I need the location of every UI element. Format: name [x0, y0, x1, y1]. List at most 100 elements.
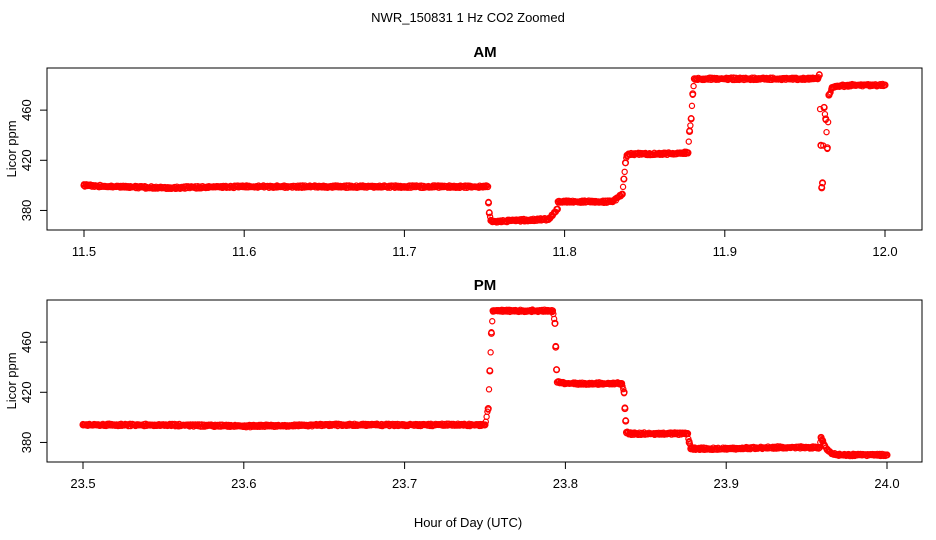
pm-data-point — [835, 451, 843, 459]
pm-data-point — [561, 379, 569, 388]
am-data-point — [400, 183, 408, 191]
pm-data-point — [240, 422, 248, 430]
am-data-point — [823, 128, 830, 136]
am-data-point — [621, 168, 628, 176]
pm-data-point — [722, 445, 730, 453]
pm-data-point — [823, 446, 832, 454]
am-data-point — [112, 183, 120, 191]
am-axes: 11.5 11.6 11.7 11.8 11.9 12.0 380 420 460 — [19, 99, 898, 259]
pm-data-point — [658, 430, 666, 438]
pm-panel: PM Licor ppm 23.5 23.6 23.7 23.8 23.9 24.0 380… — [4, 277, 923, 491]
pm-data-point — [684, 430, 692, 438]
am-data-point — [689, 90, 697, 98]
pm-data-point — [548, 307, 557, 315]
am-data-point — [484, 183, 492, 191]
am-data-point — [815, 71, 823, 79]
am-x-tick-label: 11.8 — [552, 244, 576, 259]
am-data-point — [690, 75, 698, 83]
am-panel: AM Licor ppm 11.5 11.6 11.7 11.8 11.9 12.0 380… — [4, 44, 923, 259]
figure-title: NWR_150831 1 Hz CO2 Zoomed — [371, 10, 565, 25]
pm-x-tick-label: 23.5 — [70, 476, 95, 491]
pm-data-point — [487, 349, 494, 356]
pm-data-point — [401, 421, 409, 429]
am-data-point — [512, 216, 521, 225]
am-data-point — [657, 150, 665, 158]
am-data-point — [849, 81, 857, 89]
am-data-point — [686, 127, 694, 135]
pm-data-point — [552, 343, 560, 351]
am-data-point — [561, 198, 569, 206]
pm-x-tick-label: 24.0 — [874, 476, 899, 491]
am-y-tick-label: 460 — [19, 99, 34, 121]
pm-data-point — [622, 428, 631, 436]
am-data-point — [240, 183, 248, 191]
am-data-point — [620, 175, 628, 183]
am-data-point — [881, 81, 889, 89]
pm-data-point — [626, 430, 634, 438]
pm-data-point — [622, 417, 630, 425]
pm-data-point — [553, 378, 561, 386]
pm-data-point — [483, 413, 490, 420]
pm-data-point — [819, 437, 827, 445]
pm-y-tick-label: 380 — [19, 432, 34, 454]
pm-x-tick-label: 23.7 — [392, 476, 417, 491]
pm-data-point — [820, 441, 828, 449]
pm-data-point — [851, 451, 859, 459]
am-data-point — [818, 184, 826, 192]
pm-data-point — [497, 307, 505, 315]
am-data-point — [683, 148, 690, 156]
pm-data-point — [594, 379, 602, 388]
am-data-point — [553, 205, 561, 213]
am-data-point — [618, 190, 626, 198]
am-data-point — [688, 102, 696, 110]
am-data-point — [685, 138, 692, 145]
am-data-point — [822, 115, 830, 123]
am-data-point — [828, 84, 836, 92]
pm-data-point — [551, 319, 559, 327]
pm-data-point — [486, 367, 494, 375]
pm-data-point — [815, 445, 822, 452]
pm-data-point — [320, 421, 328, 429]
pm-y-tick-label: 420 — [19, 381, 34, 403]
pm-data-point — [620, 388, 628, 396]
pm-panel-title: PM — [474, 277, 497, 294]
am-data-point — [272, 183, 280, 191]
pm-x-tick-label: 23.8 — [553, 476, 578, 491]
pm-data-point — [485, 386, 493, 393]
am-data-points — [80, 71, 889, 226]
pm-data-point — [159, 421, 167, 429]
am-panel-title: AM — [473, 44, 496, 61]
am-data-point — [820, 104, 828, 112]
pm-plot-frame — [46, 299, 923, 463]
am-data-point — [833, 82, 841, 90]
am-x-tick-label: 12.0 — [872, 244, 897, 259]
am-data-point — [619, 183, 627, 191]
am-data-point — [545, 215, 553, 223]
am-x-tick-label: 11.5 — [72, 244, 96, 259]
am-data-point — [621, 159, 630, 167]
pm-data-point — [685, 438, 693, 446]
am-data-point — [485, 209, 493, 217]
am-data-point — [690, 82, 697, 90]
am-data-point — [484, 199, 493, 207]
pm-data-point — [828, 450, 836, 458]
am-data-point — [687, 115, 695, 123]
pm-data-point — [553, 366, 561, 374]
am-plot-frame — [46, 67, 923, 231]
am-y-tick-label: 380 — [19, 200, 34, 222]
pm-axes: 23.5 23.6 23.7 23.8 23.9 24.0 380 420 460 — [19, 331, 900, 491]
pm-data-point — [621, 405, 629, 413]
pm-data-point — [770, 443, 778, 452]
am-data-point — [684, 149, 692, 157]
am-data-point — [823, 144, 831, 152]
pm-data-point — [687, 445, 695, 453]
am-x-tick-label: 11.7 — [392, 244, 416, 259]
am-data-point — [320, 183, 328, 191]
pm-y-tick-label: 460 — [19, 331, 34, 353]
pm-data-point — [481, 421, 489, 429]
am-data-point — [80, 181, 88, 189]
am-data-point — [432, 183, 440, 191]
pm-data-points — [79, 306, 891, 460]
pm-data-point — [489, 318, 496, 325]
